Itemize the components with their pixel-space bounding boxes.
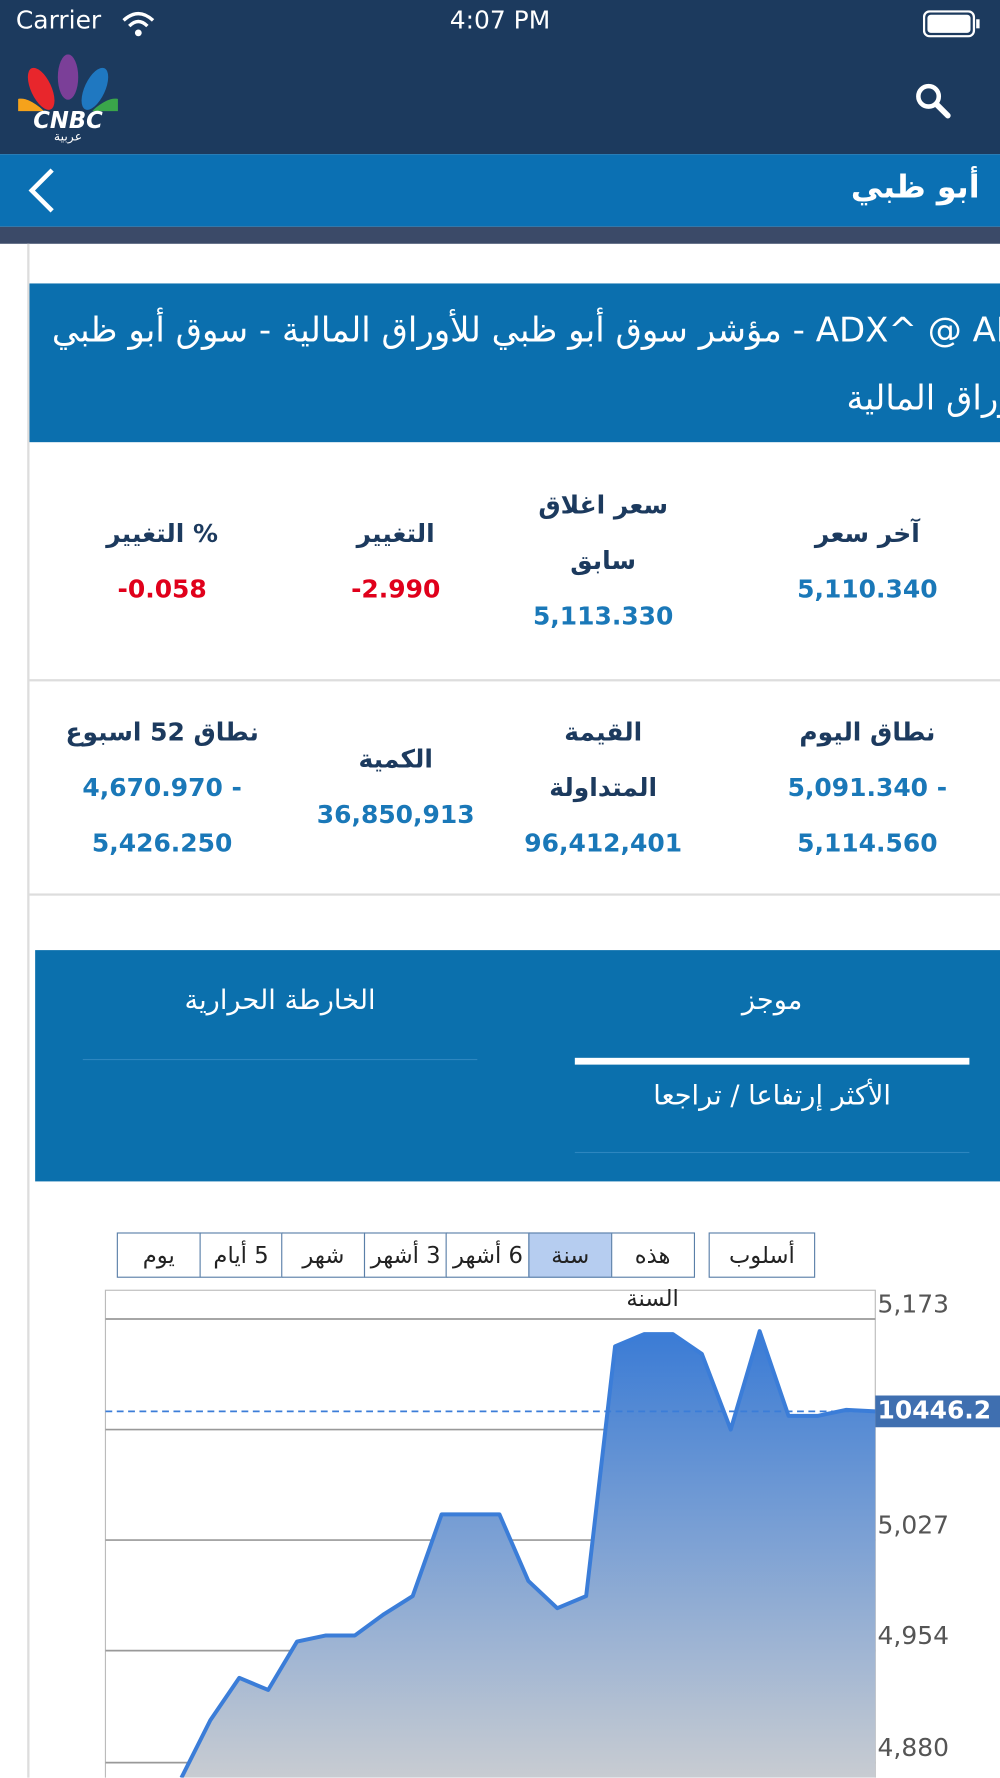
stat: سعر اغلاق سابق 5,113.330 xyxy=(518,444,688,679)
tab-underline xyxy=(574,1151,970,1154)
nav-title: أبو ظبي xyxy=(850,167,980,206)
stat-label: نطاق اليوم xyxy=(799,718,936,747)
back-button[interactable] xyxy=(25,166,59,216)
tab[interactable]: الأكثر إرتفاعا / تراجعا xyxy=(653,1079,891,1112)
range-button[interactable]: يوم xyxy=(116,1232,201,1278)
stat: نطاق 52 اسبوع 4,670.970 - 5,426.250 xyxy=(37,683,286,894)
y-tick-label: 5,173 xyxy=(878,1289,949,1318)
line xyxy=(179,1329,876,1778)
stat-value: 5,091.340 - 5,114.560 xyxy=(787,773,948,858)
header xyxy=(0,0,1000,155)
row-divider xyxy=(29,893,1000,896)
side-border xyxy=(27,243,30,1778)
last-value-label: 10446.2 xyxy=(878,1395,992,1424)
wifi-icon xyxy=(122,11,155,37)
search-button[interactable] xyxy=(914,82,953,121)
logo-text: CNBC xyxy=(33,106,103,134)
nav-bar xyxy=(0,154,1000,227)
battery-icon xyxy=(922,10,980,38)
range-button[interactable]: 5 أيام xyxy=(199,1232,283,1278)
clock: 4:07 PM xyxy=(449,6,551,36)
stat: % التغيير -0.058 xyxy=(37,444,286,679)
logo-peacock xyxy=(18,54,118,112)
stat: التغيير -2.990 xyxy=(294,444,498,679)
index-title: ADX^ @ ADX - مؤشر سوق أبو ظبي للأوراق ال… xyxy=(51,310,1000,419)
stat-label: نطاق 52 اسبوع xyxy=(65,718,259,747)
tab[interactable]: الخارطة الحرارية xyxy=(184,984,376,1016)
stat-label: القيمة المتداولة xyxy=(549,718,658,803)
stat-value: 4,670.970 - 5,426.250 xyxy=(82,773,242,858)
tabs-box xyxy=(35,950,1000,1182)
stat: القيمة المتداولة 96,412,401 xyxy=(518,683,688,894)
row-divider xyxy=(29,679,1000,682)
logo-sub: عربية xyxy=(53,129,83,144)
stat-label: % التغيير xyxy=(106,519,219,549)
y-tick-label: 4,880 xyxy=(878,1733,949,1762)
stat: نطاق اليوم 5,091.340 - 5,114.560 xyxy=(765,683,969,894)
last-value-box xyxy=(875,1395,1000,1428)
y-tick-label: 4,954 xyxy=(878,1621,949,1650)
stat-label: التغيير xyxy=(356,519,435,549)
stat-label: آخر سعر xyxy=(814,519,920,549)
tab-indicator xyxy=(574,1057,970,1065)
range-button[interactable]: 6 أشهر xyxy=(446,1232,530,1278)
index-title-box: ADX^ @ ADX - مؤشر سوق أبو ظبي للأوراق ال… xyxy=(29,283,1000,443)
area xyxy=(181,1331,876,1778)
tab[interactable]: موجز xyxy=(741,984,803,1016)
stat-value: -0.058 xyxy=(117,575,207,604)
range-button[interactable]: هذه السنة xyxy=(610,1232,695,1312)
stat: الكمية 36,850,913 xyxy=(294,683,498,894)
stat-value: 96,412,401 xyxy=(524,829,683,858)
stat-label: الكمية xyxy=(358,746,433,775)
tab-underline xyxy=(82,1058,478,1061)
stat-value: 5,113.330 xyxy=(532,603,674,632)
stat-label: سعر اغلاق سابق xyxy=(538,492,668,576)
stat-value: 36,850,913 xyxy=(316,801,475,830)
y-tick-label: 5,027 xyxy=(878,1510,949,1539)
range-button[interactable]: 3 أشهر xyxy=(363,1232,448,1278)
range-button[interactable]: شهر xyxy=(281,1232,366,1278)
divider xyxy=(0,226,1000,244)
stat: آخر سعر 5,110.340 xyxy=(765,444,969,679)
carrier: Carrier xyxy=(15,6,102,36)
stat-value: 5,110.340 xyxy=(797,575,938,604)
stat-value: -2.990 xyxy=(351,575,441,604)
style-button[interactable]: أسلوب xyxy=(708,1232,816,1278)
range-button[interactable]: سنة xyxy=(528,1232,613,1278)
